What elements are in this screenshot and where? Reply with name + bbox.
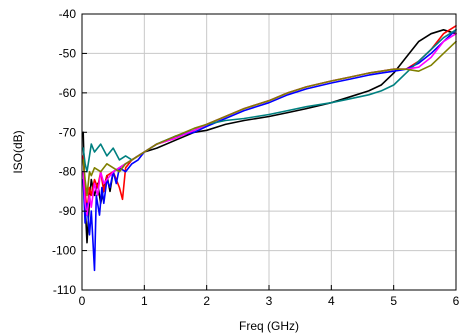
y-axis-title: ISO(dB)	[11, 130, 25, 173]
x-tick-label: 3	[266, 294, 273, 308]
series-line-5	[82, 32, 457, 216]
y-tick-label: -70	[59, 125, 77, 139]
x-tick-label: 1	[141, 294, 148, 308]
y-tick-label: -100	[52, 244, 76, 258]
grid	[82, 14, 456, 290]
y-tick-label: -40	[59, 7, 77, 21]
y-tick-label: -80	[59, 165, 77, 179]
y-tick-label: -50	[59, 46, 77, 60]
x-tick-label: 0	[79, 294, 86, 308]
x-tick-label: 6	[453, 294, 460, 308]
x-tick-label: 5	[390, 294, 397, 308]
y-tick-label: -110	[53, 283, 76, 297]
x-axis-title: Freq (GHz)	[239, 319, 299, 333]
y-tick-label: -90	[59, 204, 77, 218]
series-line-6	[82, 40, 457, 197]
y-tick-label: -60	[59, 86, 77, 100]
x-tick-label: 4	[328, 294, 335, 308]
ticks: 0 1 2 3 4 5 6 -110 -100 -90 -80 -70 -60 -50 -40	[52, 7, 460, 308]
series-lines	[82, 24, 457, 272]
x-tick-label: 2	[203, 294, 210, 308]
